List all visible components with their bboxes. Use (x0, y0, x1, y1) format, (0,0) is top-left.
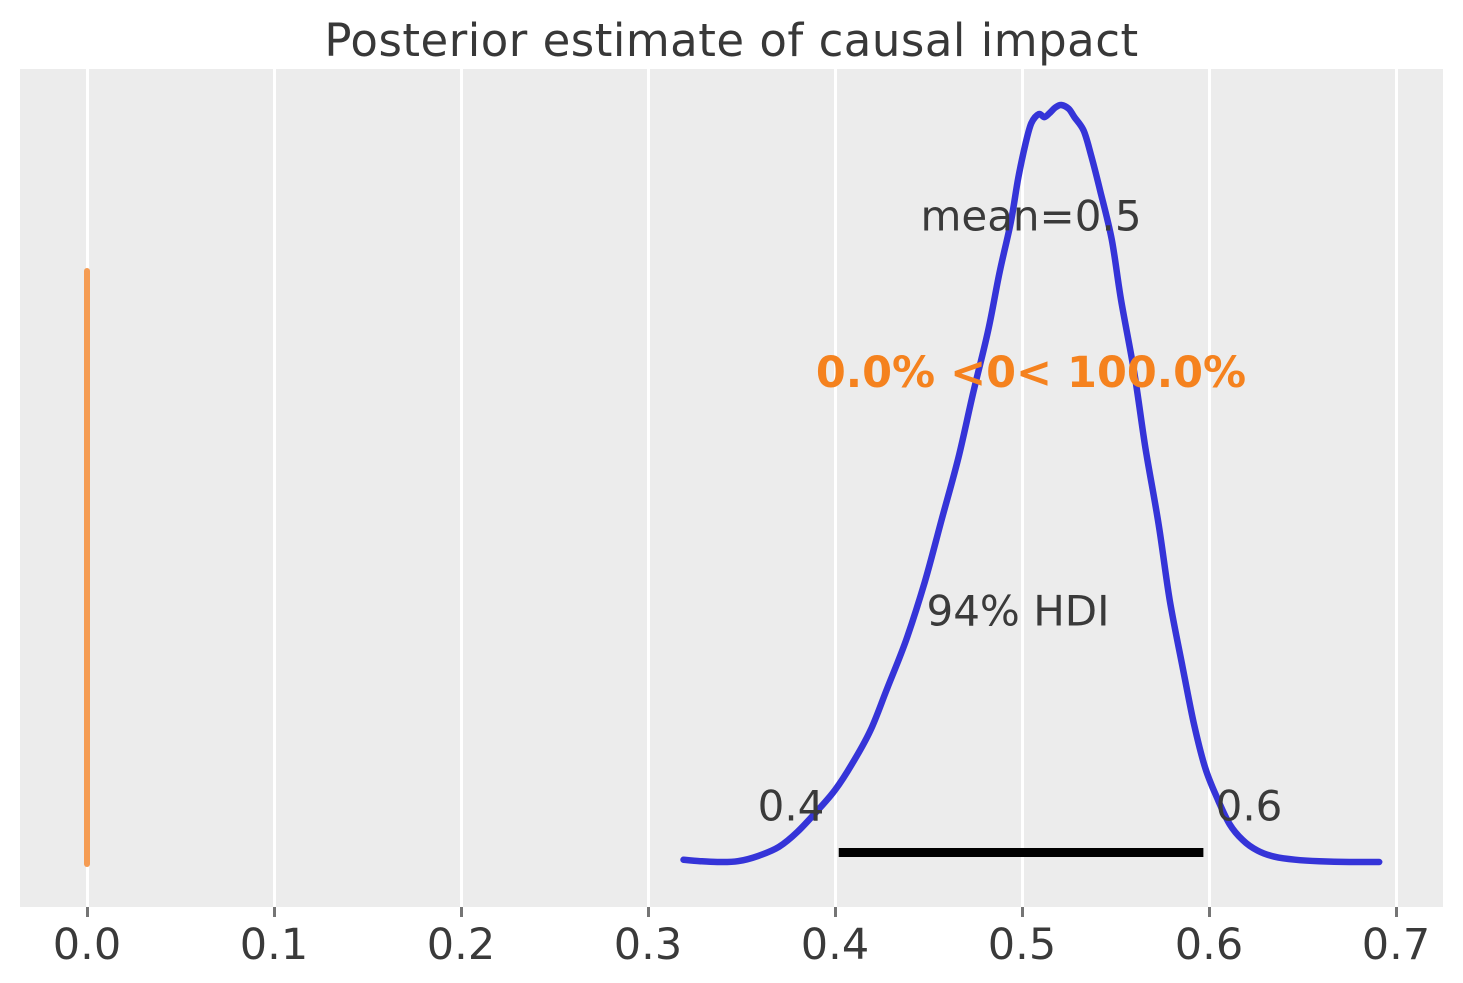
x-tick-label: 0.6 (1174, 920, 1244, 970)
x-tick-mark (1020, 907, 1024, 917)
x-tick-label: 0.3 (613, 920, 683, 970)
x-tick-label: 0.2 (426, 920, 496, 970)
x-tick-mark (1207, 907, 1211, 917)
hdi-upper-bound-label: 0.6 (1215, 781, 1283, 831)
gridline (459, 69, 463, 907)
x-tick-label: 0.5 (987, 920, 1057, 970)
x-tick-label: 0.0 (52, 920, 122, 970)
hdi-label: 94% HDI (926, 586, 1110, 636)
ref-value-probability-label: 0.0% <0< 100.0% (815, 348, 1247, 398)
x-tick-mark (85, 907, 89, 917)
gridline (833, 69, 837, 907)
x-tick-mark (646, 907, 650, 917)
x-tick-label: 0.1 (239, 920, 309, 970)
gridline (272, 69, 276, 907)
gridline (646, 69, 650, 907)
gridline (85, 69, 89, 907)
x-tick-label: 0.4 (800, 920, 870, 970)
chart-title: Posterior estimate of causal impact (324, 14, 1139, 67)
x-tick-mark (833, 907, 837, 917)
x-tick-mark (272, 907, 276, 917)
x-tick-mark (1394, 907, 1398, 917)
x-tick-mark (459, 907, 463, 917)
x-tick-label: 0.7 (1361, 920, 1431, 970)
gridline (1207, 69, 1211, 907)
mean-label: mean=0.5 (920, 191, 1142, 241)
gridline (1394, 69, 1398, 907)
hdi-lower-bound-label: 0.4 (757, 781, 825, 831)
